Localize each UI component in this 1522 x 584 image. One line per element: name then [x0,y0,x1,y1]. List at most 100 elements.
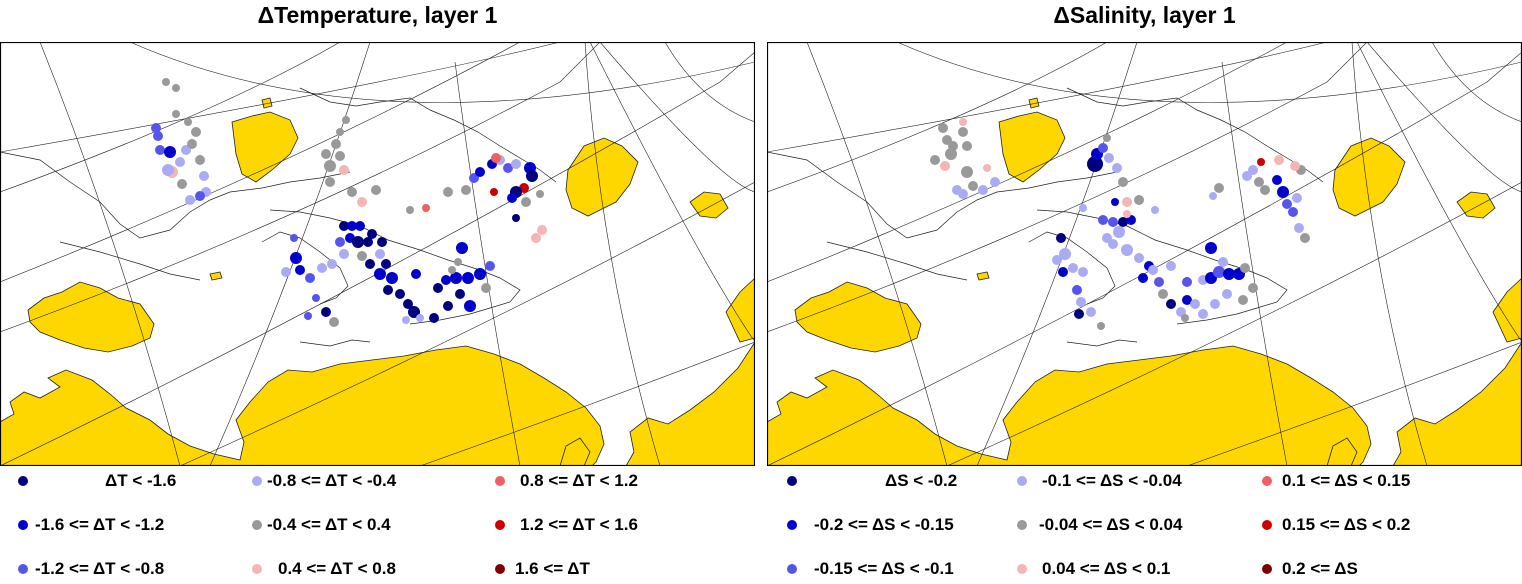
landmass [1332,137,1406,217]
legend-label: -0.15 <= ΔS < -0.1 [814,559,954,578]
observation-dot [162,164,174,176]
observation-dot [490,188,498,196]
observation-dot [536,190,544,198]
graticule-line [946,181,1522,466]
observation-dot [1248,165,1258,175]
temperature-panel-title: ΔTemperature, layer 1 [257,2,498,28]
legend-item: -0.4 <= ΔT < 0.4 [240,510,490,540]
legend-dot [787,476,797,486]
legend-dot [787,564,797,574]
observation-dot [1290,161,1300,171]
observation-dot [406,206,414,214]
legend-item: 0.04 <= ΔS < 0.1 [1012,554,1257,584]
legend-item: 1.6 <= ΔT [490,554,745,584]
observation-dot [172,84,180,92]
legend-label: -1.6 <= ΔT < -1.2 [35,515,165,534]
observation-dot [195,155,205,165]
depth-contour [59,241,201,281]
observation-dot [355,221,365,231]
observation-dot [507,193,517,203]
observation-dot [1138,273,1148,283]
observation-dot [357,197,367,207]
legend-dot [18,520,28,530]
observation-dot [1112,163,1122,173]
observation-dot [930,155,940,165]
observation-dot [175,157,185,167]
depth-contour [1066,339,1138,347]
observation-dot [1087,156,1103,172]
salinity-legend: ΔS < -0.2 -0.2 <= ΔS < -0.15 -0.15 <= ΔS… [767,466,1522,580]
landmass [27,281,155,353]
observation-dot [1111,198,1119,206]
graticule-line [664,42,755,123]
depth-contour [269,209,521,325]
observation-dot [1097,322,1105,330]
graticule-line [39,42,181,466]
depth-contour [826,241,968,281]
observation-dot [1118,177,1128,187]
observation-dot [462,272,474,284]
observation-dot [962,141,972,151]
legend-item: -1.6 <= ΔT < -1.2 [0,510,250,540]
graticule-line [179,181,755,466]
observation-dot [1078,267,1088,277]
observation-dot [335,151,345,161]
legend-label: -0.1 <= ΔS < -0.04 [1042,471,1182,490]
observation-dot [1272,175,1282,185]
observation-dot [1068,263,1078,273]
legend-dot [495,476,505,486]
legend-item: -0.15 <= ΔS < -0.1 [767,554,1017,584]
observation-dot [1103,134,1111,142]
observation-dot [381,259,391,269]
observation-dot [1260,185,1270,195]
legend-dot [1262,520,1272,530]
observation-dot [1240,263,1250,273]
observation-dot [454,258,462,266]
graticule-line [1431,42,1522,123]
temperature-panel: ΔTemperature, layer 1 ΔT < -1.6 -1.6 <= … [0,0,755,580]
observation-dot [408,306,420,318]
observation-dot [1222,289,1232,299]
observation-dot [978,185,988,195]
legend-item: 0.15 <= ΔS < 0.2 [1257,510,1517,540]
landmass [767,341,1522,466]
observation-dot [191,127,201,137]
graticule-line [419,341,755,466]
graticule-line [589,42,755,343]
observation-dot [1104,153,1114,163]
observation-dot [1123,210,1131,218]
observation-dot [990,177,1000,187]
observation-dot [1257,158,1265,166]
graticule-line [0,42,601,333]
observation-dot [485,261,495,271]
landmass [261,97,273,109]
observation-dot [347,187,357,197]
legend-label: 1.6 <= ΔT [515,559,590,578]
observation-dot [1074,309,1084,319]
observation-dot [429,313,439,323]
legend-label: 0.15 <= ΔS < 0.2 [1282,515,1411,534]
landmass [689,191,729,219]
observation-dot [940,161,950,171]
legend-item: ΔS < -0.2 [767,466,1017,496]
legend-label: -0.2 <= ΔS < -0.15 [814,515,954,534]
observation-dot [347,221,357,231]
landmass [794,281,922,353]
observation-dot [383,285,393,295]
observation-dot [475,167,485,177]
legend-dot [252,476,262,486]
graticule-line [0,42,561,153]
observation-dot [395,289,405,299]
observation-dot [481,283,491,293]
observation-dot [503,163,513,173]
observation-dot [461,185,471,195]
observation-dot [184,118,192,126]
graticule-line [0,51,755,466]
depth-contour [0,151,351,239]
observation-dot [1213,266,1225,278]
graticule-line [767,42,1368,333]
graticule-line [1221,61,1288,466]
observation-dot [331,139,341,149]
observation-dot [443,301,453,311]
observation-dot [443,187,453,197]
